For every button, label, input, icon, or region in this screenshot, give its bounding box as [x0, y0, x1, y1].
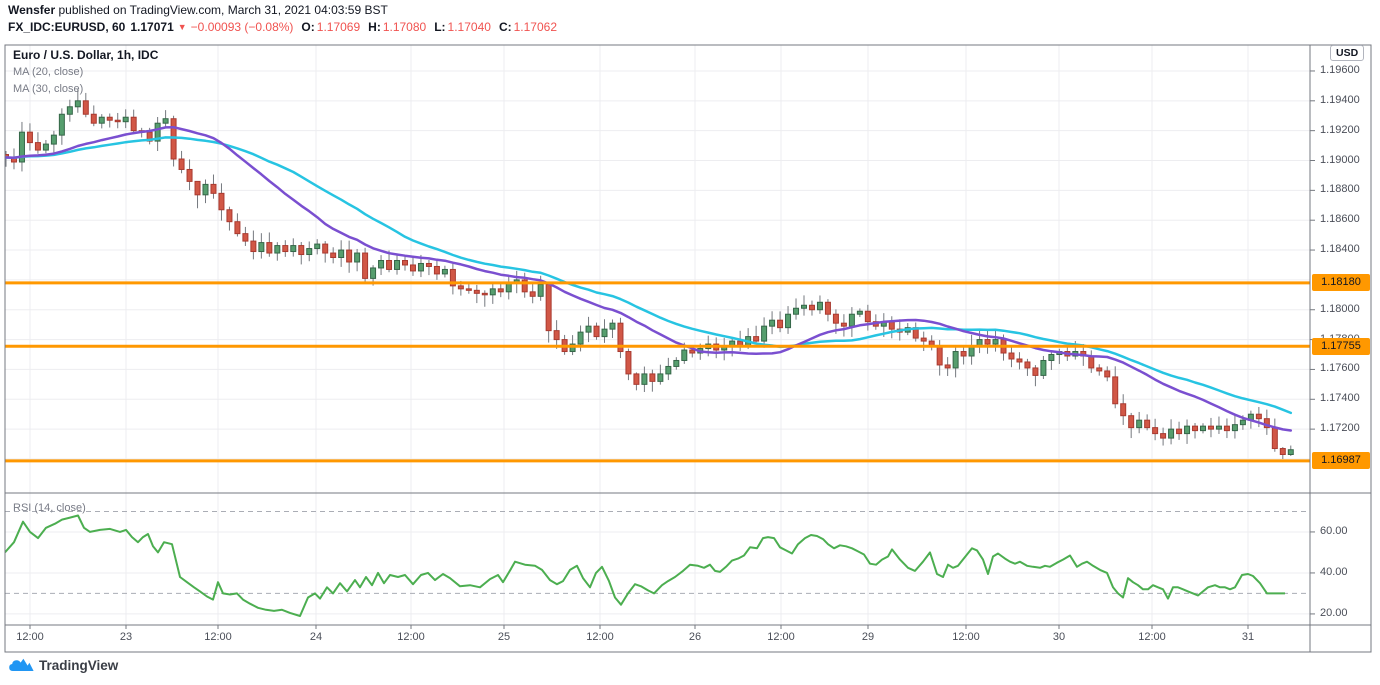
time-axis-label: 12:00	[767, 631, 795, 643]
legend-ohlc: O: 1.17069 H: 1.17080 L: 1.17040 C: 1.17062	[293, 20, 557, 34]
price-axis-label: 1.17600	[1320, 362, 1360, 375]
price-axis-label: 1.18400	[1320, 243, 1360, 255]
time-axis-label: 12:00	[952, 631, 980, 643]
legend-change: −0.00093 (−0.08%)	[190, 20, 294, 34]
price-axis-label: 1.19400	[1320, 93, 1360, 106]
price-axis-label: 1.18600	[1320, 213, 1360, 226]
symbol-legend: FX_IDC:EURUSD, 60 1.17071 ▼ −0.00093 (−0.08…	[8, 20, 557, 34]
time-axis-label: 25	[497, 631, 511, 643]
ma30-label: MA (30, close)	[13, 83, 84, 95]
tradingview-logo[interactable]: TradingView	[8, 656, 118, 674]
price-axis-label: 1.18800	[1320, 183, 1360, 196]
ma30-line	[5, 136, 1293, 415]
legend-symbol: FX_IDC:EURUSD, 60	[8, 20, 126, 34]
byline-author: Wensfer	[8, 3, 56, 17]
currency-badge: USD	[1330, 45, 1365, 61]
legend-ohlc-label: L:	[434, 20, 446, 34]
candlestick-series	[5, 88, 1294, 459]
byline: Wensfer published on TradingView.com, Ma…	[8, 3, 388, 17]
time-axis-label: 24	[309, 631, 323, 643]
level-price-badge[interactable]: 1.16987	[1312, 452, 1370, 470]
price-axis-label: 1.17400	[1320, 392, 1360, 405]
moving-average-lines	[5, 125, 1293, 432]
time-axis-label: 23	[119, 631, 133, 643]
legend-ohlc-value: 1.17069	[316, 20, 361, 34]
legend-ohlc-value: 1.17062	[513, 20, 557, 34]
time-axis-label: 12:00	[1138, 631, 1166, 643]
time-axis-label: 29	[861, 631, 875, 643]
price-axis-label: 1.17200	[1320, 422, 1360, 435]
price-axis-label: 1.19000	[1320, 153, 1360, 166]
legend-ohlc-value: 1.17080	[382, 20, 427, 34]
time-axis-label: 12:00	[397, 631, 425, 643]
legend-ohlc-label: H:	[368, 20, 381, 34]
rsi-line	[5, 514, 1285, 617]
gridlines	[5, 45, 1310, 625]
rsi-axis-label: 60.00	[1320, 524, 1348, 537]
down-arrow-icon: ▼	[177, 22, 187, 32]
chart-frame	[4, 44, 1372, 653]
time-axis-label: 26	[688, 631, 702, 643]
price-levels	[5, 281, 1310, 463]
ma20-label: MA (20, close)	[13, 66, 84, 78]
time-axis-label: 31	[1241, 631, 1255, 643]
ma20-line	[5, 125, 1293, 432]
rsi-axis-label: 20.00	[1320, 606, 1348, 619]
time-axis-label: 12:00	[204, 631, 232, 643]
price-axis-label: 1.19600	[1320, 64, 1360, 76]
tradingview-logo-text: TradingView	[39, 657, 119, 673]
legend-ohlc-label: O:	[301, 20, 315, 34]
rsi-label: RSI (14, close)	[13, 502, 86, 514]
byline-text: published on TradingView.com, March 31, …	[55, 3, 388, 17]
rsi-axis-label: 40.00	[1320, 565, 1348, 578]
legend-ohlc-label: C:	[498, 20, 512, 34]
time-axis-label: 12:00	[16, 631, 44, 643]
legend-last-price: 1.17071	[130, 20, 174, 34]
legend-ohlc-value: 1.17040	[447, 20, 491, 34]
level-price-badge[interactable]: 1.18180	[1312, 274, 1370, 292]
price-axis-label: 1.19200	[1320, 123, 1360, 136]
pane-title: Euro / U.S. Dollar, 1h, IDC	[13, 48, 159, 62]
price-axis-label: 1.18000	[1320, 302, 1360, 315]
tradingview-logo-icon	[9, 658, 34, 671]
time-axis-label: 30	[1052, 631, 1066, 643]
level-price-badge[interactable]: 1.17755	[1312, 337, 1370, 355]
time-axis-label: 12:00	[586, 631, 614, 643]
